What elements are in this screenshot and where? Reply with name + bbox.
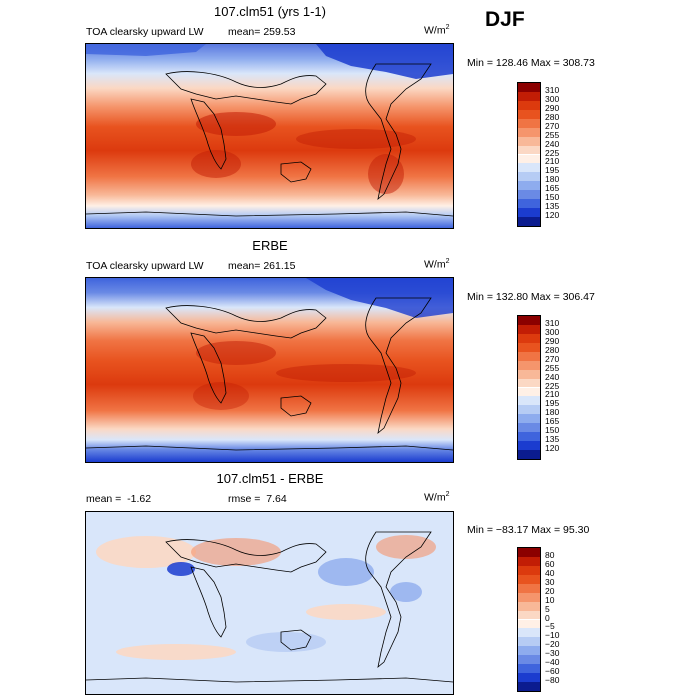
panel3-title: 107.clm51 - ERBE bbox=[216, 471, 324, 486]
colorbar-tick: 165 bbox=[545, 416, 560, 426]
colorbar-tick: 290 bbox=[545, 336, 560, 346]
panel1-mean: mean= 259.53 bbox=[228, 26, 296, 38]
colorbar-tick: 270 bbox=[545, 121, 560, 131]
panel1-colorbar bbox=[517, 82, 541, 227]
panel2-map bbox=[85, 277, 454, 463]
panel3-colorbar bbox=[517, 547, 541, 692]
colorbar-tick: 150 bbox=[545, 192, 560, 202]
colorbar-tick: 30 bbox=[545, 577, 555, 587]
colorbar-tick: 180 bbox=[545, 407, 560, 417]
colorbar-tick: 10 bbox=[545, 595, 555, 605]
colorbar-tick: 225 bbox=[545, 148, 560, 158]
colorbar-tick: 255 bbox=[545, 363, 560, 373]
colorbar-tick: 195 bbox=[545, 165, 560, 175]
colorbar-tick: 240 bbox=[545, 372, 560, 382]
panel3-mean: mean = -1.62 bbox=[86, 493, 152, 505]
colorbar-tick: −20 bbox=[545, 639, 560, 649]
panel1-units: W/m2 bbox=[424, 24, 450, 37]
colorbar-tick: 240 bbox=[545, 139, 560, 149]
colorbar-tick: 210 bbox=[545, 389, 560, 399]
colorbar-tick: 180 bbox=[545, 174, 560, 184]
panel1-variable: TOA clearsky upward LW bbox=[86, 26, 204, 38]
colorbar-tick: 300 bbox=[545, 327, 560, 337]
colorbar-tick: 310 bbox=[545, 85, 560, 95]
season-label: DJF bbox=[485, 8, 525, 31]
panel3-minmax: Min = −83.17 Max = 95.30 bbox=[467, 524, 590, 536]
colorbar-tick: −5 bbox=[545, 621, 555, 631]
panel3-map bbox=[85, 511, 454, 695]
colorbar-tick: 5 bbox=[545, 604, 550, 614]
colorbar-tick: 310 bbox=[545, 318, 560, 328]
colorbar-tick: 40 bbox=[545, 568, 555, 578]
colorbar-tick: 0 bbox=[545, 613, 550, 623]
colorbar-tick: −30 bbox=[545, 648, 560, 658]
panel3-rmse: rmse = 7.64 bbox=[228, 493, 287, 505]
colorbar-tick: 210 bbox=[545, 156, 560, 166]
colorbar-tick: 150 bbox=[545, 425, 560, 435]
colorbar-tick: 60 bbox=[545, 559, 555, 569]
colorbar-tick: 120 bbox=[545, 210, 560, 220]
colorbar-tick: 280 bbox=[545, 345, 560, 355]
panel2-units: W/m2 bbox=[424, 258, 450, 271]
colorbar-tick: 280 bbox=[545, 112, 560, 122]
colorbar-tick: 135 bbox=[545, 434, 560, 444]
panel2-mean: mean= 261.15 bbox=[228, 260, 296, 272]
colorbar-tick: −80 bbox=[545, 675, 560, 685]
panel1-title: 107.clm51 (yrs 1-1) bbox=[214, 4, 326, 19]
colorbar-tick: 195 bbox=[545, 398, 560, 408]
panel3-units: W/m2 bbox=[424, 491, 450, 504]
panel2-colorbar bbox=[517, 315, 541, 460]
colorbar-tick: 225 bbox=[545, 381, 560, 391]
colorbar-tick: 270 bbox=[545, 354, 560, 364]
panel1-minmax: Min = 128.46 Max = 308.73 bbox=[467, 57, 595, 69]
colorbar-tick: −10 bbox=[545, 630, 560, 640]
panel2-title: ERBE bbox=[252, 238, 288, 253]
panel1-map bbox=[85, 43, 454, 229]
colorbar-tick: 290 bbox=[545, 103, 560, 113]
colorbar-tick: 165 bbox=[545, 183, 560, 193]
panel2-variable: TOA clearsky upward LW bbox=[86, 260, 204, 272]
colorbar-tick: 20 bbox=[545, 586, 555, 596]
colorbar-tick: 135 bbox=[545, 201, 560, 211]
colorbar-tick: −60 bbox=[545, 666, 560, 676]
colorbar-tick: 300 bbox=[545, 94, 560, 104]
colorbar-tick: 255 bbox=[545, 130, 560, 140]
colorbar-tick: −40 bbox=[545, 657, 560, 667]
colorbar-tick: 80 bbox=[545, 550, 555, 560]
panel2-minmax: Min = 132.80 Max = 306.47 bbox=[467, 291, 595, 303]
colorbar-tick: 120 bbox=[545, 443, 560, 453]
